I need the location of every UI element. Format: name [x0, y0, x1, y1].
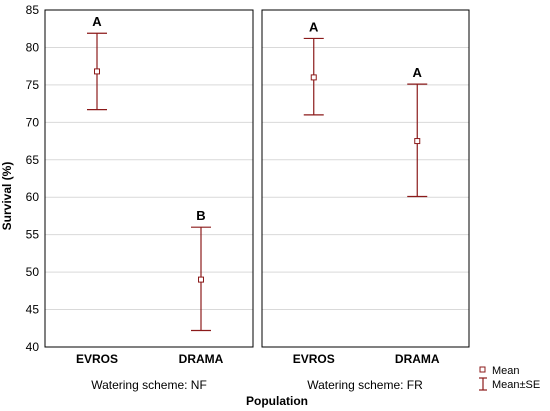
x-tick-label: DRAMA — [179, 352, 224, 366]
legend-se-label: Mean±SE — [492, 379, 540, 391]
x-tick-label: EVROS — [293, 352, 335, 366]
legend: Mean Mean±SE — [479, 365, 540, 391]
y-tick-label: 45 — [26, 303, 40, 317]
y-tick-label: 40 — [26, 340, 40, 354]
y-tick-label: 65 — [26, 153, 40, 167]
group-letter: A — [413, 65, 423, 80]
panel-label-nf: Watering scheme: NF — [91, 378, 207, 392]
y-axis-title: Survival (%) — [0, 162, 14, 231]
y-tick-label: 80 — [26, 40, 40, 54]
y-tick-label: 85 — [26, 3, 40, 17]
group-letter: A — [92, 14, 102, 29]
x-tick-label: DRAMA — [395, 352, 440, 366]
panel-frame — [44, 9, 254, 348]
frame-layer — [44, 9, 470, 348]
y-tick-label: 70 — [26, 115, 40, 129]
panel-label-fr: Watering scheme: FR — [307, 378, 423, 392]
y-tick-label: 60 — [26, 190, 40, 204]
group-letter: B — [196, 208, 205, 223]
marks-layer — [87, 32, 428, 332]
y-tick-label: 55 — [26, 228, 40, 242]
legend-mean-label: Mean — [492, 365, 520, 377]
mean-marker — [414, 138, 421, 145]
mean-marker — [94, 68, 100, 75]
mean-marker — [198, 276, 204, 283]
x-tick-label: EVROS — [76, 352, 118, 366]
group-letter: A — [309, 19, 319, 34]
y-tick-label: 75 — [26, 78, 40, 92]
text-layer: Survival (%) Population Watering scheme:… — [0, 3, 440, 408]
legend-mean-marker — [479, 366, 486, 373]
mean-marker — [310, 74, 317, 81]
y-tick-label: 50 — [26, 265, 40, 279]
legend-se-marker — [479, 377, 487, 391]
x-axis-title: Population — [246, 394, 308, 408]
grid-layer — [45, 9, 469, 348]
panel-frame — [261, 9, 470, 348]
